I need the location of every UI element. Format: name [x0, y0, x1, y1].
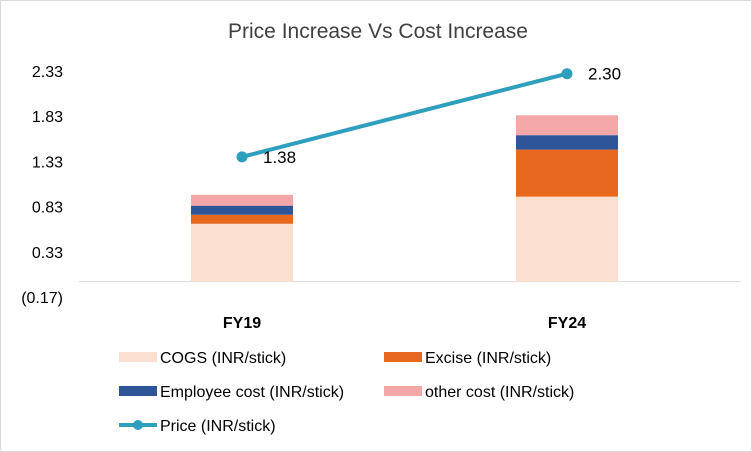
bar-segment-excise-fy19 [191, 214, 293, 224]
legend-label: Excise (INR/stick) [425, 350, 551, 367]
y-tick-label: 1.33 [32, 154, 63, 171]
bar-segment-other-fy24 [516, 115, 618, 136]
price-line-group: 1.38 2.30 [236, 65, 621, 167]
legend-label: other cost (INR/stick) [425, 384, 574, 401]
y-tick-label: 1.83 [32, 109, 63, 126]
legend-swatch [384, 386, 422, 396]
price-data-label: 1.38 [263, 148, 296, 167]
bar-segment-excise-fy24 [516, 149, 618, 197]
legend-item: Price (INR/stick) [119, 418, 276, 435]
y-tick-label: 0.83 [32, 200, 63, 217]
legend-swatch-marker [133, 420, 143, 430]
x-category-label: FY19 [223, 315, 261, 332]
legend-swatch [384, 352, 422, 362]
x-axis-categories: FY19 FY24 [223, 315, 586, 332]
price-data-label: 2.30 [588, 65, 621, 84]
bar-segment-employee-fy24 [516, 135, 618, 150]
legend: COGS (INR/stick) Excise (INR/stick) Employ… [119, 350, 574, 435]
y-tick-label: 2.33 [32, 64, 63, 81]
legend-item: COGS (INR/stick) [119, 350, 286, 367]
price-marker [561, 68, 573, 80]
legend-item: Excise (INR/stick) [384, 350, 551, 367]
chart-title: Price Increase Vs Cost Increase [228, 20, 528, 43]
legend-label: Employee cost (INR/stick) [160, 384, 344, 401]
legend-swatch [119, 386, 157, 396]
legend-swatch [119, 352, 157, 362]
bar-segment-cogs-fy24 [516, 196, 618, 282]
y-tick-label: 0.33 [32, 245, 63, 262]
legend-item: Employee cost (INR/stick) [119, 384, 344, 401]
bar-segment-cogs-fy19 [191, 223, 293, 282]
y-axis-ticks: (0.17) 0.33 0.83 1.33 1.83 2.33 [21, 64, 63, 307]
price-marker [236, 151, 248, 163]
legend-item: other cost (INR/stick) [384, 384, 574, 401]
price-line [241, 71, 568, 159]
legend-label: Price (INR/stick) [160, 418, 276, 435]
x-category-label: FY24 [548, 315, 586, 332]
bar-segment-other-fy19 [191, 194, 293, 206]
bar-stacks [191, 115, 618, 282]
legend-label: COGS (INR/stick) [160, 350, 286, 367]
bar-segment-employee-fy19 [191, 205, 293, 215]
y-tick-label: (0.17) [21, 290, 63, 307]
